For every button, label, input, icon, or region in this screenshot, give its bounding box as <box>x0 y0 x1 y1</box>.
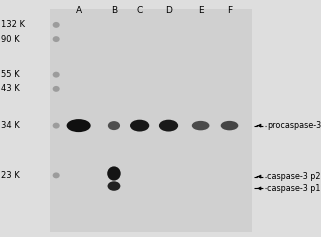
Ellipse shape <box>53 173 60 178</box>
Text: F: F <box>227 6 232 15</box>
Text: 132 K: 132 K <box>1 20 25 29</box>
Text: E: E <box>198 6 204 15</box>
Ellipse shape <box>130 120 149 132</box>
Text: 34 K: 34 K <box>1 121 19 130</box>
Ellipse shape <box>53 22 60 28</box>
Ellipse shape <box>159 120 178 132</box>
Ellipse shape <box>192 121 209 130</box>
Bar <box>50 9 252 232</box>
Text: A: A <box>75 6 82 15</box>
Text: 23 K: 23 K <box>1 171 19 180</box>
Text: procaspase-3: procaspase-3 <box>267 121 321 130</box>
Text: caspase-3 p20: caspase-3 p20 <box>267 172 321 181</box>
Ellipse shape <box>53 123 60 128</box>
Text: C: C <box>136 6 143 15</box>
Text: 43 K: 43 K <box>1 84 19 93</box>
Text: B: B <box>111 6 117 15</box>
Ellipse shape <box>108 121 120 130</box>
Text: D: D <box>165 6 172 15</box>
Ellipse shape <box>53 36 60 42</box>
Text: caspase-3 p17: caspase-3 p17 <box>267 184 321 193</box>
Ellipse shape <box>53 86 60 92</box>
Ellipse shape <box>107 166 121 181</box>
Ellipse shape <box>53 72 60 78</box>
Ellipse shape <box>67 119 91 132</box>
Text: 55 K: 55 K <box>1 70 19 79</box>
Ellipse shape <box>108 181 120 191</box>
Ellipse shape <box>221 121 238 130</box>
Text: 90 K: 90 K <box>1 35 19 44</box>
